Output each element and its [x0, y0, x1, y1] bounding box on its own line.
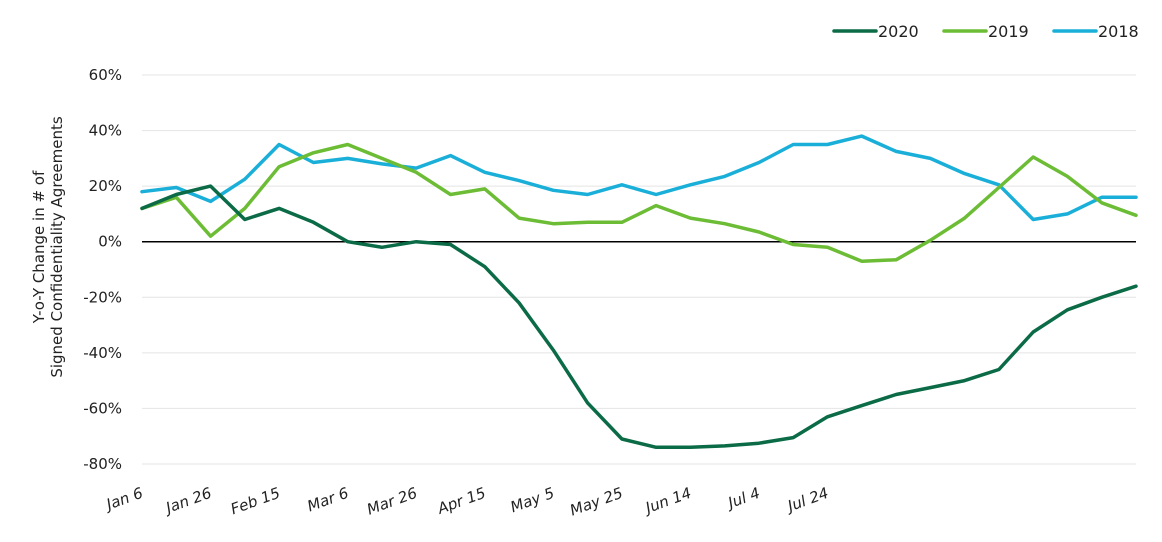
x-axis-ticks: Jan 6 Jan 26 Feb 15 Mar 6 Mar 26 Apr 15 May 5 M… [101, 484, 831, 520]
x-tick-label: Jan 6 [101, 484, 145, 515]
y-tick-label: 40% [89, 122, 122, 140]
x-tick-label: Mar 26 [364, 484, 419, 519]
legend-label-2019: 2019 [988, 22, 1029, 41]
series-line-2018 [140, 134, 1138, 222]
y-axis-ticks: -80% -60% -40% -20% 0% 20% 40% 60% [83, 66, 122, 473]
gridlines [142, 74, 1136, 465]
y-tick-label: -40% [83, 344, 122, 362]
x-tick-label: Apr 15 [434, 484, 488, 518]
series-lines [140, 134, 1138, 450]
legend: 2020 2019 2018 [832, 22, 1139, 41]
x-tick-label: May 25 [568, 484, 626, 520]
x-tick-label: May 5 [508, 484, 557, 516]
x-tick-label: Jul 24 [782, 484, 830, 516]
x-tick-label: Jul 4 [723, 484, 762, 513]
y-axis-title-line-1: Y-o-Y Change in # of [30, 170, 48, 324]
legend-label-2020: 2020 [878, 22, 919, 41]
x-tick-label: Mar 6 [305, 484, 351, 515]
y-tick-label: 20% [89, 177, 122, 195]
x-tick-label: Jun 14 [640, 484, 693, 518]
legend-label-2018: 2018 [1098, 22, 1139, 41]
x-tick-label: Feb 15 [228, 484, 282, 518]
y-axis-title-line-2: Signed Confidentiality Agreements [48, 116, 66, 378]
y-tick-label: -60% [83, 399, 122, 417]
x-tick-label: Jan 26 [161, 484, 214, 518]
y-tick-label: -20% [83, 288, 122, 306]
y-tick-label: 0% [98, 233, 122, 251]
series-line-2020 [140, 184, 1138, 450]
y-tick-label: -80% [83, 455, 122, 473]
series-line-2019 [140, 142, 1138, 263]
y-tick-label: 60% [89, 66, 122, 84]
